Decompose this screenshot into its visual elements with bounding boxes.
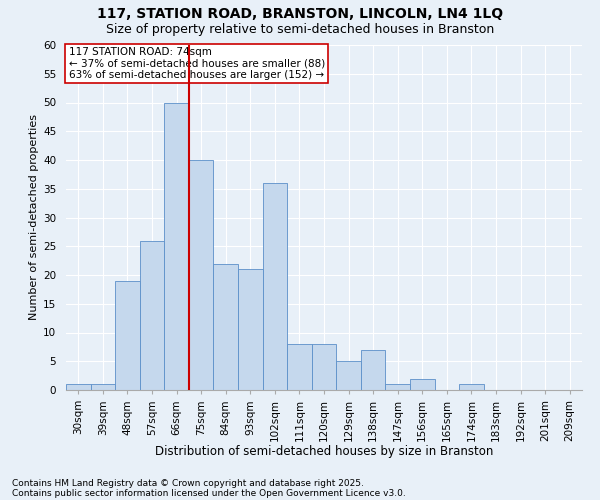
Bar — [459, 384, 484, 390]
Text: Contains public sector information licensed under the Open Government Licence v3: Contains public sector information licen… — [12, 488, 406, 498]
Bar — [312, 344, 336, 390]
Bar — [164, 102, 189, 390]
X-axis label: Distribution of semi-detached houses by size in Branston: Distribution of semi-detached houses by … — [155, 446, 493, 458]
Bar — [66, 384, 91, 390]
Bar — [287, 344, 312, 390]
Bar — [385, 384, 410, 390]
Bar — [410, 378, 434, 390]
Bar — [238, 269, 263, 390]
Bar — [115, 281, 140, 390]
Bar — [263, 183, 287, 390]
Bar — [91, 384, 115, 390]
Bar — [361, 350, 385, 390]
Bar — [140, 240, 164, 390]
Text: 117 STATION ROAD: 74sqm
← 37% of semi-detached houses are smaller (88)
63% of se: 117 STATION ROAD: 74sqm ← 37% of semi-de… — [68, 46, 325, 80]
Text: Contains HM Land Registry data © Crown copyright and database right 2025.: Contains HM Land Registry data © Crown c… — [12, 478, 364, 488]
Bar — [214, 264, 238, 390]
Text: 117, STATION ROAD, BRANSTON, LINCOLN, LN4 1LQ: 117, STATION ROAD, BRANSTON, LINCOLN, LN… — [97, 8, 503, 22]
Bar — [189, 160, 214, 390]
Text: Size of property relative to semi-detached houses in Branston: Size of property relative to semi-detach… — [106, 22, 494, 36]
Bar — [336, 361, 361, 390]
Y-axis label: Number of semi-detached properties: Number of semi-detached properties — [29, 114, 39, 320]
